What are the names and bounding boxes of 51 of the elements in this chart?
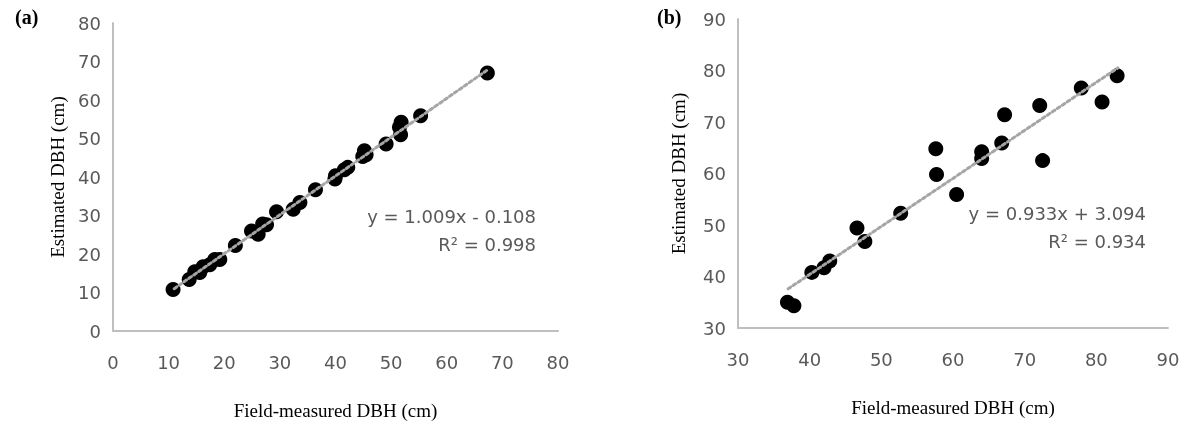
x-tick-label: 80	[546, 351, 570, 373]
y-tick-label: 70	[78, 51, 101, 72]
x-tick-label: 0	[107, 351, 119, 373]
y-tick-label: 80	[703, 60, 726, 81]
point	[1035, 153, 1051, 169]
y-tick-label: 60	[703, 163, 726, 184]
annotation: y = 1.009x - 0.108	[367, 206, 537, 228]
y-tick-label: 40	[78, 166, 101, 188]
point	[928, 141, 944, 157]
chart-title: (b)	[657, 6, 682, 29]
annotation: R² = 0.998	[438, 234, 536, 256]
point	[1094, 94, 1110, 110]
x-tick-label: 10	[157, 351, 181, 373]
y-tick-label: 40	[703, 266, 726, 287]
x-tick-label: 40	[324, 351, 347, 373]
y-tick-label: 0	[89, 320, 101, 342]
x-tick-label: 40	[798, 348, 822, 370]
y-tick-label: 70	[703, 111, 726, 133]
y-axis-title: Estimated DBH (cm)	[47, 96, 69, 258]
y-tick-label: 50	[703, 214, 726, 236]
y-axis-title: Estimated DBH (cm)	[668, 92, 690, 255]
annotation: y = 0.933x + 3.094	[968, 202, 1146, 224]
point	[997, 107, 1013, 123]
x-tick-label: 70	[1013, 348, 1037, 370]
point	[929, 167, 945, 183]
point	[1032, 98, 1048, 114]
y-tick-label: 10	[78, 282, 101, 303]
chart-title: (a)	[15, 6, 39, 29]
x-tick-label: 30	[268, 351, 292, 373]
point	[849, 220, 865, 236]
x-tick-label: 60	[435, 351, 459, 373]
point	[786, 298, 802, 314]
x-tick-label: 50	[869, 348, 893, 370]
y-tick-label: 60	[78, 89, 101, 111]
y-tick-label: 80	[78, 12, 101, 34]
y-tick-label: 90	[703, 8, 726, 30]
y-tick-label: 50	[78, 128, 101, 149]
x-axis-title: Field-measured DBH (cm)	[851, 397, 1055, 419]
x-tick-label: 60	[941, 348, 965, 370]
x-tick-label: 80	[1084, 348, 1108, 370]
y-tick-label: 30	[78, 205, 101, 226]
x-tick-label: 90	[1156, 348, 1180, 370]
y-tick-label: 30	[703, 317, 726, 339]
x-tick-label: 20	[212, 351, 236, 373]
x-tick-label: 30	[726, 348, 750, 370]
x-axis-title: Field-measured DBH (cm)	[233, 400, 438, 422]
x-tick-label: 50	[379, 351, 403, 373]
annotation: R² = 0.934	[1048, 230, 1146, 252]
y-tick-label: 20	[78, 243, 101, 265]
x-tick-label: 70	[490, 351, 514, 373]
point	[949, 187, 965, 203]
